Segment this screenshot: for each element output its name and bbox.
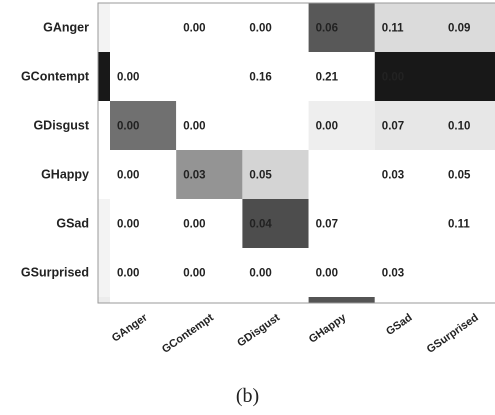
heatmap-cell-shade: [110, 3, 177, 52]
heatmap-cell-shade: [110, 101, 177, 150]
heatmap-cell-label: 0.00: [249, 268, 271, 280]
heatmap-cell-label: 0.00: [183, 219, 205, 231]
heatmap-cell-label: 0.97: [448, 268, 470, 280]
heatmap-cell-label: 0.21: [316, 72, 339, 84]
heatmap-cell-label: 0.05: [249, 170, 272, 182]
heatmap-cell-label: 0.00: [183, 121, 205, 133]
heatmap-cell-shade: [441, 52, 495, 101]
heatmap-cell-label: 0.10: [448, 121, 470, 133]
heatmap-cell-label: 0.00: [117, 268, 139, 280]
figure-caption: (b): [235, 385, 260, 407]
heatmap-cell-shade: [308, 3, 375, 52]
heatmap-cell-shade: [242, 150, 309, 199]
column-label: GContempt: [160, 311, 216, 355]
heatmap-cell-shade: [176, 248, 243, 297]
heatmap-cell-shade: [98, 150, 110, 199]
column-label: GAnger: [110, 311, 151, 344]
heatmap-cell-shade: [374, 199, 441, 248]
heatmap-cell-label: 0.00: [117, 219, 139, 231]
heatmap-cell-label: 0.07: [316, 219, 338, 231]
row-label: GSurprised: [21, 266, 89, 280]
column-label: GSad: [384, 312, 414, 338]
heatmap-cell-label: 0.03: [183, 170, 205, 182]
row-label: GHappy: [41, 168, 89, 182]
heatmap-cell-shade: [110, 199, 177, 248]
heatmap-cell-shade: [176, 297, 243, 303]
heatmap-cell-label: 0.11: [382, 23, 404, 35]
heatmap-cell-shade: [374, 101, 441, 150]
heatmap-cell-label: 0.05: [448, 170, 471, 182]
heatmap-cell-shade: [110, 52, 177, 101]
column-label: GDisgust: [235, 311, 282, 349]
heatmap-cell-shade: [441, 199, 495, 248]
heatmap-cell-shade: [98, 101, 110, 150]
heatmap-cell-shade: [98, 297, 110, 303]
heatmap-cell-label: 0.85: [316, 170, 339, 182]
heatmap-cell-shade: [176, 150, 243, 199]
heatmap-cell-shade: [308, 297, 375, 303]
heatmap-cell-shade: [98, 3, 110, 52]
heatmap-cell-shade: [98, 248, 110, 297]
heatmap-frame: [97, 2, 495, 304]
heatmap-cell-shade: [98, 199, 110, 248]
heatmap-cells: [98, 3, 495, 303]
heatmap-cell-label: 0.11: [448, 219, 470, 231]
heatmap-cell-shade: [374, 3, 441, 52]
heatmap-cell-shade: [374, 150, 441, 199]
heatmap-cell-shade: [110, 150, 177, 199]
heatmap-cell-label: 0.07: [382, 121, 404, 133]
column-label: GHappy: [307, 311, 349, 346]
heatmap-cell-shade: [242, 101, 309, 150]
heatmap-cell-shade: [308, 52, 375, 101]
heatmap-cell-label: 0.00: [316, 121, 338, 133]
heatmap-cell-label: 0.00: [117, 121, 139, 133]
heatmap-cell-label: 0.06: [316, 23, 338, 35]
row-label: GDisgust: [33, 119, 89, 133]
row-label: GAnger: [43, 21, 89, 35]
heatmap-cell-shade: [242, 297, 309, 303]
heatmap-cell-shade: [242, 3, 309, 52]
heatmap-cell-label: 0.16: [249, 72, 271, 84]
heatmap-cell-shade: [176, 101, 243, 150]
heatmap-cell-shade: [374, 297, 441, 303]
heatmap-cell-shade: [242, 199, 309, 248]
heatmap-cell-shade: [308, 101, 375, 150]
heatmap-cell-label: 0.09: [448, 23, 470, 35]
row-label: GSad: [56, 217, 89, 231]
heatmap-cell-shade: [441, 101, 495, 150]
heatmap-cell-shade: [308, 248, 375, 297]
heatmap-cell-label: 0.00: [316, 268, 338, 280]
heatmap-cell-label: 0.00: [117, 170, 139, 182]
heatmap-cell-shade: [242, 248, 309, 297]
heatmap-cell-label: 0.00: [382, 72, 404, 84]
heatmap-cell-label: 0.00: [117, 72, 139, 84]
heatmap-cell-label: 0.03: [382, 268, 404, 280]
heatmap-cell-label: 0.00: [249, 23, 271, 35]
heatmap-cell-shade: [242, 52, 309, 101]
row-label: GContempt: [21, 70, 90, 84]
heatmap-cell-shade: [374, 52, 441, 101]
heatmap-cell-label: 0.79: [382, 219, 404, 231]
heatmap-cell-label: 0.00: [183, 268, 205, 280]
heatmap-cell-shade: [110, 248, 177, 297]
column-label: GSurprised: [425, 312, 481, 356]
heatmap-cell-shade: [374, 248, 441, 297]
heatmap-cell-label: 0.03: [382, 170, 404, 182]
heatmap-cell-shade: [98, 52, 110, 101]
heatmap-cell-shade: [176, 52, 243, 101]
heatmap-cell-label: 0.00: [183, 23, 205, 35]
heatmap-cell-shade: [308, 150, 375, 199]
heatmap-cell-label: 0.04: [249, 219, 272, 231]
heatmap-cell-shade: [441, 150, 495, 199]
heatmap-cell-shade: [110, 297, 177, 303]
heatmap-cell-shade: [441, 3, 495, 52]
heatmap-cell-shade: [176, 3, 243, 52]
heatmap-cell-shade: [176, 199, 243, 248]
heatmap-cell-shade: [308, 199, 375, 248]
heatmap-cell-shade: [441, 248, 495, 297]
